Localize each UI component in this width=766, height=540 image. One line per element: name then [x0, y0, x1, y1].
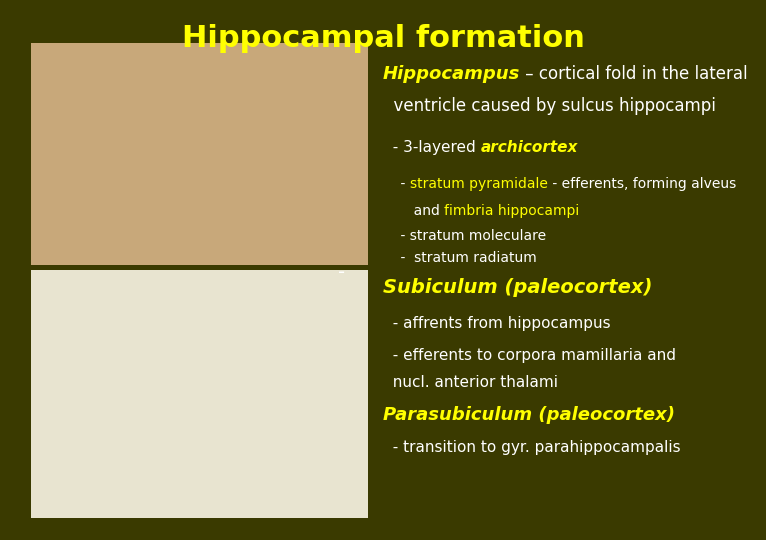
Text: stratum pyramidale: stratum pyramidale: [410, 177, 548, 191]
Text: Hippocampal formation: Hippocampal formation: [182, 24, 584, 53]
Text: fimbria hippocampi: fimbria hippocampi: [444, 204, 580, 218]
Text: - 3-layered: - 3-layered: [383, 140, 480, 156]
Text: ventricle caused by sulcus hippocampi: ventricle caused by sulcus hippocampi: [383, 97, 716, 115]
Text: - transition to gyr. parahippocampalis: - transition to gyr. parahippocampalis: [383, 440, 681, 455]
Text: - efferents to corpora mamillaria and: - efferents to corpora mamillaria and: [383, 348, 676, 363]
Bar: [31, 270, 368, 518]
Text: - affrents from hippocampus: - affrents from hippocampus: [383, 316, 611, 331]
Text: archicortex: archicortex: [480, 140, 578, 156]
Text: -  stratum radiatum: - stratum radiatum: [383, 251, 537, 265]
Text: - efferents, forming alveus: - efferents, forming alveus: [548, 177, 736, 191]
Text: – cortical fold in the lateral: – cortical fold in the lateral: [520, 65, 748, 83]
Text: -: -: [383, 177, 410, 191]
Bar: [31, 43, 368, 265]
Text: nucl. anterior thalami: nucl. anterior thalami: [383, 375, 558, 390]
Text: Hippocampus: Hippocampus: [383, 65, 520, 83]
Text: Subiculum (paleocortex): Subiculum (paleocortex): [383, 278, 653, 297]
Text: -: -: [338, 263, 345, 282]
Text: Parasubiculum (paleocortex): Parasubiculum (paleocortex): [383, 406, 675, 424]
Text: and: and: [383, 204, 444, 218]
Text: - stratum moleculare: - stratum moleculare: [383, 230, 546, 244]
